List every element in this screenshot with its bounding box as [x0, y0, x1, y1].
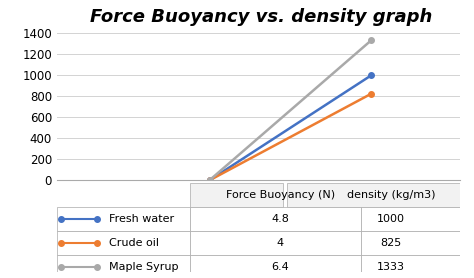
Text: density (kg/m3): density (kg/m3) — [347, 190, 436, 200]
FancyBboxPatch shape — [190, 207, 361, 231]
FancyBboxPatch shape — [361, 207, 460, 231]
FancyBboxPatch shape — [190, 231, 361, 255]
FancyBboxPatch shape — [190, 255, 361, 278]
Text: Fresh water: Fresh water — [109, 214, 174, 224]
Crude oil — [207, 178, 213, 182]
Text: 1000: 1000 — [377, 214, 405, 224]
Text: 825: 825 — [381, 238, 402, 248]
Text: Force Buoyancy (N): Force Buoyancy (N) — [226, 190, 335, 200]
FancyBboxPatch shape — [57, 231, 190, 255]
FancyBboxPatch shape — [361, 255, 460, 278]
FancyBboxPatch shape — [361, 231, 460, 255]
Text: 6.4: 6.4 — [272, 262, 289, 272]
Line: Fresh water: Fresh water — [207, 73, 374, 183]
Text: Crude oil: Crude oil — [109, 238, 159, 248]
FancyBboxPatch shape — [57, 207, 190, 231]
FancyBboxPatch shape — [286, 183, 460, 207]
Text: Force Buoyancy vs. density graph: Force Buoyancy vs. density graph — [90, 8, 432, 26]
Crude oil — [368, 92, 374, 95]
Text: 4.8: 4.8 — [272, 214, 290, 224]
Fresh water — [207, 178, 213, 182]
Text: Maple Syrup: Maple Syrup — [109, 262, 179, 272]
Fresh water — [368, 74, 374, 77]
Text: 4: 4 — [277, 238, 284, 248]
Text: 1333: 1333 — [377, 262, 405, 272]
Line: Crude oil: Crude oil — [207, 91, 374, 183]
FancyBboxPatch shape — [190, 183, 283, 207]
FancyBboxPatch shape — [57, 255, 190, 278]
